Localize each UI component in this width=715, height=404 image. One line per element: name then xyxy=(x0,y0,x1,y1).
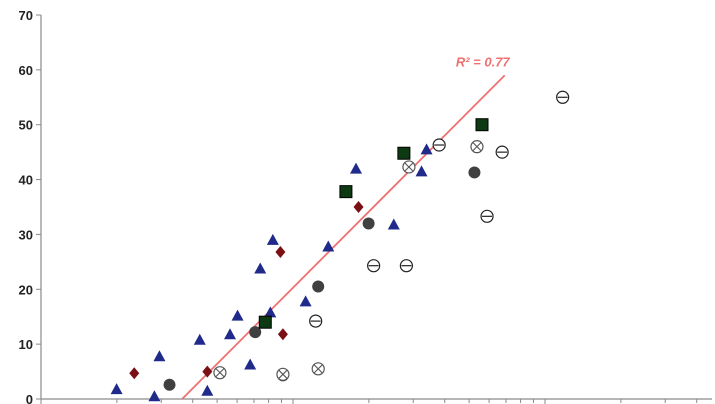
triangle-point xyxy=(254,262,267,274)
open-circle-bar-point xyxy=(432,138,446,152)
y-tick-label: 0 xyxy=(26,392,33,404)
open-circle-x-point xyxy=(213,366,227,380)
triangle-point xyxy=(231,309,244,321)
triangle-point xyxy=(415,165,428,177)
open-circle-x-stroke xyxy=(404,162,414,172)
axes: 0 10 20 30 40 50 60 70 xyxy=(19,8,712,404)
circle-point xyxy=(362,217,375,230)
square-point xyxy=(258,315,272,329)
triangle-point xyxy=(299,295,312,307)
triangle-point xyxy=(322,240,335,252)
triangle-point xyxy=(224,328,236,340)
diamond-point xyxy=(202,365,213,378)
trendline xyxy=(181,74,506,400)
open-circle-x-stroke xyxy=(472,142,482,152)
square-point xyxy=(397,146,411,160)
r-squared-label: R² = 0.77 xyxy=(456,54,511,69)
diamond-point xyxy=(129,367,140,380)
open-circle-bar-point xyxy=(367,259,381,273)
diamond-point xyxy=(277,328,288,341)
y-tick-label: 50 xyxy=(19,118,33,133)
circle-point xyxy=(249,326,262,339)
y-tick-label: 60 xyxy=(19,63,33,78)
triangle-point xyxy=(420,143,433,155)
open-circle-bar-point xyxy=(556,90,570,104)
y-tick-label: 40 xyxy=(19,173,33,188)
trendline-group xyxy=(181,74,506,400)
open-circle-x-point xyxy=(402,160,416,174)
y-tick-label: 10 xyxy=(19,337,33,352)
open-circle-x-point xyxy=(311,362,325,376)
circle-point xyxy=(163,378,176,391)
open-circle-x-stroke xyxy=(215,368,225,378)
open-circle-bar-point xyxy=(309,314,323,328)
triangle-point xyxy=(193,333,206,345)
circle-point xyxy=(468,166,481,179)
triangle-point xyxy=(266,233,279,245)
open-circle-bar-point xyxy=(480,209,494,223)
square-point xyxy=(475,118,489,132)
triangle-point xyxy=(148,390,161,402)
triangle-point xyxy=(201,384,214,396)
data-points xyxy=(110,90,570,402)
open-circle-x-point xyxy=(470,140,484,154)
triangle-point xyxy=(264,306,277,318)
triangle-point xyxy=(387,218,400,230)
triangle-point xyxy=(153,350,166,362)
open-circle-x-stroke xyxy=(278,369,288,379)
square-point xyxy=(339,185,353,199)
open-circle-bar-point xyxy=(495,145,509,159)
triangle-point xyxy=(244,358,257,370)
triangle-point xyxy=(350,162,362,174)
open-circle-x-point xyxy=(276,367,290,381)
open-circle-x-stroke xyxy=(313,364,323,374)
y-tick-label: 30 xyxy=(19,227,33,242)
open-circle-bar-point xyxy=(399,259,413,273)
diamond-point xyxy=(275,245,286,258)
diamond-point xyxy=(353,201,364,213)
triangle-point xyxy=(110,383,123,395)
y-tick-label: 20 xyxy=(19,282,33,297)
y-tick-label: 70 xyxy=(19,8,33,23)
circle-point xyxy=(312,280,325,293)
